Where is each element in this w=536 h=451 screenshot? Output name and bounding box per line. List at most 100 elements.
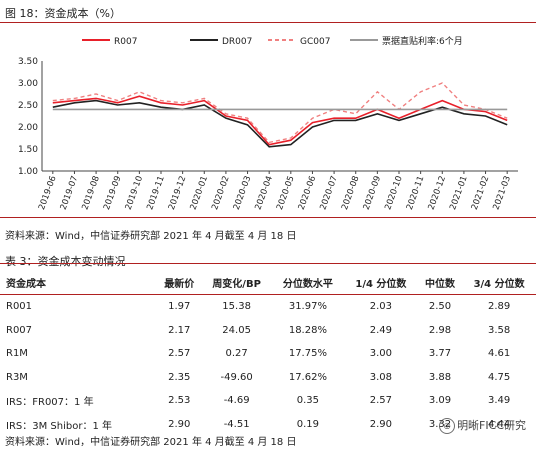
- table-cell: 4.61: [487, 348, 511, 360]
- x-tick-label: 2019-11: [145, 175, 167, 212]
- x-tick-label: 2019-10: [124, 175, 146, 212]
- table-cell: 2.98: [428, 324, 452, 336]
- x-tick-label: 2020-07: [318, 175, 340, 212]
- divider: [0, 263, 536, 264]
- column-header: 资金成本: [0, 270, 158, 295]
- x-tick-label: 2020-01: [189, 175, 211, 212]
- table-cell: R3M: [6, 371, 28, 383]
- x-tick-label: 2021-03: [491, 175, 513, 212]
- table-cell: -49.60: [220, 371, 253, 383]
- table-row: R1M 2.57 0.27 17.75% 3.00 3.77 4.61: [0, 342, 536, 366]
- x-tick-label: 2019-08: [80, 175, 102, 212]
- table-cell: 2.57: [369, 395, 393, 407]
- table-cell: 2.89: [487, 301, 511, 313]
- x-tick-label: 2020-06: [297, 175, 319, 212]
- watermark-text: 明晰FICC研究: [457, 419, 526, 432]
- table-row: R001 1.97 15.38 31.97% 2.03 2.50 2.89: [0, 295, 536, 319]
- table-source: 资料来源：Wind，中信证券研究部 2021 年 4 月截至 4 月 18 日: [5, 437, 297, 448]
- x-tick-label: 2019-07: [59, 175, 81, 212]
- table-cell: 15.38: [222, 301, 251, 313]
- wechat-icon: ◎: [439, 418, 456, 434]
- x-tick-label: 2020-08: [340, 175, 362, 212]
- table-cell: 24.05: [222, 324, 251, 336]
- x-tick-label: 2020-09: [362, 175, 384, 212]
- table-cell: IRS：FR007：1 年: [6, 397, 94, 409]
- figure-source: 资料来源：Wind，中信证券研究部 2021 年 4 月截至 4 月 18 日: [5, 231, 297, 242]
- table-cell: 17.62%: [288, 371, 327, 383]
- table-cell: 0.35: [296, 395, 320, 407]
- funding-cost-chart: R007 DR007 GC007 票据直贴利率:6个月 1.00 1.50 2.00 2.50…: [18, 35, 518, 212]
- watermark: ◎ 明晰FICC研究: [439, 417, 526, 434]
- y-tick-label: 2.00: [18, 123, 38, 133]
- table-cell: 18.28%: [288, 324, 327, 336]
- table-cell: -4.51: [223, 418, 250, 430]
- table-header-row: 资金成本 最新价 周变化/BP 分位数水平 1/4 分位数 中位数 3/4 分位…: [0, 270, 536, 295]
- x-tick-label: 2020-03: [232, 175, 254, 212]
- funding-cost-table: 资金成本 最新价 周变化/BP 分位数水平 1/4 分位数 中位数 3/4 分位…: [0, 270, 536, 436]
- x-tick-label: 2021-02: [470, 175, 492, 212]
- y-tick-label: 3.50: [18, 57, 38, 67]
- table-cell: 2.57: [168, 348, 191, 360]
- table-cell: 0.27: [225, 348, 248, 360]
- table-cell: 1.97: [168, 301, 191, 313]
- table-cell: 2.90: [168, 418, 191, 430]
- table-row: R007 2.17 24.05 18.28% 2.49 2.98 3.58: [0, 319, 536, 343]
- table-cell: R007: [6, 324, 33, 336]
- table-caption: 表 3：资金成本变动情况: [5, 255, 126, 268]
- table-cell: R001: [6, 301, 33, 313]
- column-header: 3/4 分位数: [462, 270, 536, 295]
- figure-caption: 图 18：资金成本（%）: [5, 7, 121, 20]
- table-cell: 2.50: [428, 301, 452, 313]
- table-cell: 3.58: [487, 324, 511, 336]
- table-cell: 3.49: [487, 395, 511, 407]
- column-header: 周变化/BP: [201, 270, 272, 295]
- table-cell: 2.03: [369, 301, 393, 313]
- column-header: 最新价: [157, 270, 202, 295]
- table-cell: 31.97%: [288, 301, 327, 313]
- series-line: [52, 99, 508, 148]
- table-cell: 0.19: [296, 418, 320, 430]
- table-cell: 4.75: [487, 371, 511, 383]
- column-header: 分位数水平: [271, 270, 345, 295]
- table-cell: 2.49: [369, 324, 393, 336]
- x-tick-label: 2019-09: [102, 175, 124, 212]
- y-tick-label: 1.50: [18, 145, 38, 155]
- column-header: 1/4 分位数: [344, 270, 418, 295]
- x-tick-label: 2021-01: [448, 175, 470, 212]
- divider: [0, 217, 536, 218]
- x-tick-label: 2019-06: [37, 175, 59, 212]
- table-cell: 3.88: [428, 371, 452, 383]
- table-cell: 2.35: [168, 371, 191, 383]
- table-row: R3M 2.35 -49.60 17.62% 3.08 3.88 4.75: [0, 366, 536, 390]
- series-line: [52, 82, 508, 144]
- y-tick-label: 3.00: [18, 79, 38, 89]
- legend-label: 票据直贴利率:6个月: [382, 35, 463, 47]
- x-tick-label: 2019-12: [167, 175, 189, 212]
- table-row: IRS：FR007：1 年 2.53 -4.69 0.35 2.57 3.09 …: [0, 389, 536, 413]
- table-cell: -4.69: [223, 395, 250, 407]
- y-tick-label: 1.00: [18, 167, 38, 177]
- column-header: 中位数: [417, 270, 463, 295]
- table-cell: 4.44: [487, 418, 511, 430]
- table-cell: R1M: [6, 348, 28, 360]
- table-cell: 2.17: [168, 324, 191, 336]
- table-cell: 3.00: [369, 348, 393, 360]
- series-line: [52, 95, 508, 146]
- divider: [0, 22, 536, 23]
- legend-label: GC007: [300, 37, 330, 47]
- legend-label: R007: [114, 37, 137, 47]
- x-tick-label: 2020-12: [427, 175, 449, 212]
- table-cell: 3.08: [369, 371, 393, 383]
- y-tick-label: 2.50: [18, 101, 38, 111]
- x-tick-label: 2020-02: [210, 175, 232, 212]
- x-tick-label: 2020-10: [383, 175, 405, 212]
- legend-label: DR007: [222, 37, 252, 47]
- table-cell: 17.75%: [288, 348, 327, 360]
- table-cell: IRS：3M Shibor：1 年: [6, 420, 112, 432]
- x-tick-label: 2020-05: [275, 175, 297, 212]
- table-cell: 2.90: [369, 418, 393, 430]
- x-tick-label: 2020-04: [253, 175, 275, 212]
- table-cell: 3.77: [428, 348, 452, 360]
- x-tick-label: 2020-11: [405, 175, 427, 212]
- table-cell: 3.09: [428, 395, 452, 407]
